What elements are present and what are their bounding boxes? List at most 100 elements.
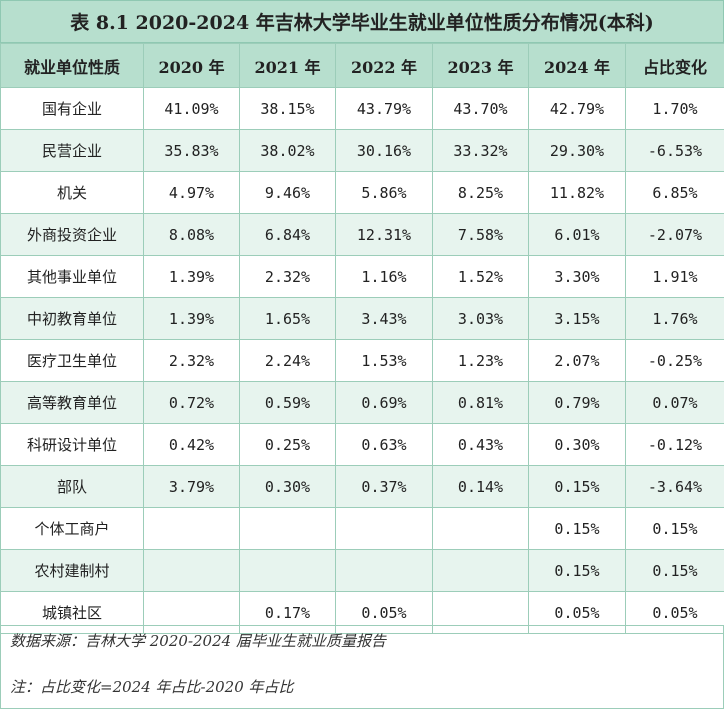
- table-cell: 0.15%: [528, 465, 626, 508]
- table-row: 其他事业单位 1.39% 2.32% 1.16% 1.52% 3.30% 1.91%: [0, 255, 724, 298]
- table-cell: -2.07%: [625, 213, 724, 256]
- table-cell: -0.12%: [625, 423, 724, 466]
- table-cell: [432, 507, 529, 550]
- table-cell: 0.30%: [528, 423, 626, 466]
- table-cell: 7.58%: [432, 213, 529, 256]
- table-cell: 3.03%: [432, 297, 529, 340]
- table-cell: 6.85%: [625, 171, 724, 214]
- table-cell: 1.91%: [625, 255, 724, 298]
- table-cell: 0.17%: [239, 591, 336, 634]
- table-cell: 0.69%: [335, 381, 433, 424]
- table-cell: 0.05%: [528, 591, 626, 634]
- table-cell: 0.07%: [625, 381, 724, 424]
- table-cell: 1.16%: [335, 255, 433, 298]
- table-cell: 1.70%: [625, 87, 724, 130]
- row-label: 城镇社区: [0, 591, 144, 634]
- table-cell: [335, 549, 433, 592]
- table-cell: 0.30%: [239, 465, 336, 508]
- table-cell: 0.43%: [432, 423, 529, 466]
- table-cell: 3.30%: [528, 255, 626, 298]
- table-cell: 1.53%: [335, 339, 433, 382]
- table-cell: 8.08%: [143, 213, 240, 256]
- table-cell: 1.52%: [432, 255, 529, 298]
- table-cell: [143, 507, 240, 550]
- table-cell: [239, 549, 336, 592]
- table-cell: 33.32%: [432, 129, 529, 172]
- table-cell: 0.15%: [528, 549, 626, 592]
- table-cell: 2.24%: [239, 339, 336, 382]
- table-cell: 0.59%: [239, 381, 336, 424]
- table-cell: 0.72%: [143, 381, 240, 424]
- table-row: 中初教育单位 1.39% 1.65% 3.43% 3.03% 3.15% 1.76%: [0, 297, 724, 340]
- row-label: 医疗卫生单位: [0, 339, 144, 382]
- table-cell: 29.30%: [528, 129, 626, 172]
- table-row: 城镇社区 0.17% 0.05% 0.05% 0.05%: [0, 591, 724, 634]
- table-cell: 41.09%: [143, 87, 240, 130]
- column-header: 占比变化: [625, 43, 724, 88]
- table-cell: 3.43%: [335, 297, 433, 340]
- table-cell: 0.63%: [335, 423, 433, 466]
- table-cell: 0.81%: [432, 381, 529, 424]
- table-cell: 1.23%: [432, 339, 529, 382]
- table-cell: 0.15%: [528, 507, 626, 550]
- table-cell: 0.42%: [143, 423, 240, 466]
- table-cell: 0.37%: [335, 465, 433, 508]
- table-cell: 9.46%: [239, 171, 336, 214]
- row-label: 外商投资企业: [0, 213, 144, 256]
- table-row: 民营企业 35.83% 38.02% 30.16% 33.32% 29.30% -6.53%: [0, 129, 724, 172]
- table-cell: 0.05%: [625, 591, 724, 634]
- table-cell: 4.97%: [143, 171, 240, 214]
- row-label: 部队: [0, 465, 144, 508]
- row-label: 个体工商户: [0, 507, 144, 550]
- table-row: 农村建制村 0.15% 0.15%: [0, 549, 724, 592]
- column-header: 就业单位性质: [0, 43, 144, 88]
- table-cell: 5.86%: [335, 171, 433, 214]
- row-label: 机关: [0, 171, 144, 214]
- table-row: 高等教育单位 0.72% 0.59% 0.69% 0.81% 0.79% 0.07%: [0, 381, 724, 424]
- table-cell: 35.83%: [143, 129, 240, 172]
- change-note: 注：占比变化=2024 年占比-2020 年占比: [10, 678, 294, 696]
- table-row: 外商投资企业 8.08% 6.84% 12.31% 7.58% 6.01% -2.07%: [0, 213, 724, 256]
- table-cell: 8.25%: [432, 171, 529, 214]
- table-cell: 30.16%: [335, 129, 433, 172]
- table-cell: 6.01%: [528, 213, 626, 256]
- table-cell: [432, 549, 529, 592]
- row-label: 其他事业单位: [0, 255, 144, 298]
- table-cell: 0.25%: [239, 423, 336, 466]
- table-row: 部队 3.79% 0.30% 0.37% 0.14% 0.15% -3.64%: [0, 465, 724, 508]
- table-cell: [239, 507, 336, 550]
- table-cell: -6.53%: [625, 129, 724, 172]
- table-cell: 1.76%: [625, 297, 724, 340]
- table-cell: [143, 549, 240, 592]
- table-cell: 1.39%: [143, 255, 240, 298]
- row-label: 科研设计单位: [0, 423, 144, 466]
- table-cell: 2.32%: [239, 255, 336, 298]
- table-cell: 11.82%: [528, 171, 626, 214]
- table-cell: -0.25%: [625, 339, 724, 382]
- row-label: 民营企业: [0, 129, 144, 172]
- table-cell: 3.15%: [528, 297, 626, 340]
- table-cell: 12.31%: [335, 213, 433, 256]
- table-cell: 43.79%: [335, 87, 433, 130]
- column-header: 2021 年: [239, 43, 336, 88]
- table-cell: 1.39%: [143, 297, 240, 340]
- employment-table: 就业单位性质 2020 年 2021 年 2022 年 2023 年 2024 …: [0, 43, 724, 634]
- table-cell: 43.70%: [432, 87, 529, 130]
- table-cell: 42.79%: [528, 87, 626, 130]
- row-label: 中初教育单位: [0, 297, 144, 340]
- table-cell: 38.02%: [239, 129, 336, 172]
- table-cell: [335, 507, 433, 550]
- table-cell: -3.64%: [625, 465, 724, 508]
- table-cell: 0.05%: [335, 591, 433, 634]
- row-label: 农村建制村: [0, 549, 144, 592]
- column-header: 2024 年: [528, 43, 626, 88]
- table-row: 国有企业 41.09% 38.15% 43.79% 43.70% 42.79% 1.70%: [0, 87, 724, 130]
- table-cell: 1.65%: [239, 297, 336, 340]
- table-cell: 0.14%: [432, 465, 529, 508]
- table-cell: 2.07%: [528, 339, 626, 382]
- row-label: 国有企业: [0, 87, 144, 130]
- table-row: 医疗卫生单位 2.32% 2.24% 1.53% 1.23% 2.07% -0.25%: [0, 339, 724, 382]
- column-header: 2020 年: [143, 43, 240, 88]
- table-cell: 3.79%: [143, 465, 240, 508]
- column-header: 2023 年: [432, 43, 529, 88]
